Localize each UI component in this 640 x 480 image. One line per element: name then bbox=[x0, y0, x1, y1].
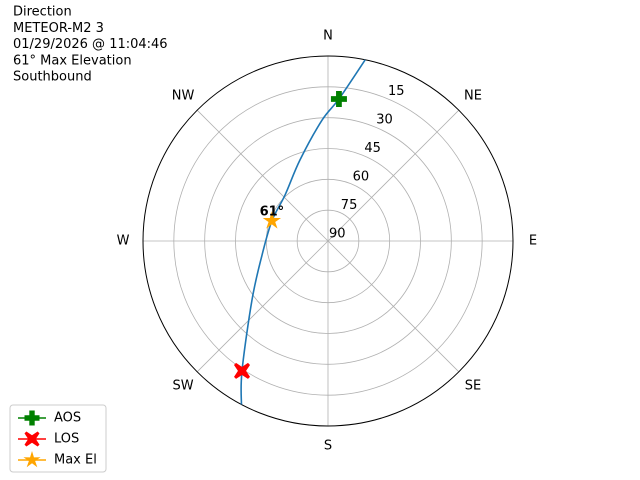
marker-los bbox=[234, 362, 251, 379]
annotation: 61° bbox=[260, 204, 285, 219]
r-tick-label: 75 bbox=[341, 198, 358, 213]
plot-area: 61° bbox=[234, 59, 366, 405]
title-line: Direction bbox=[13, 5, 72, 20]
theta-tick-label: NE bbox=[464, 89, 482, 104]
r-tick-label: 90 bbox=[329, 227, 346, 242]
title-line: 01/29/2026 @ 11:04:46 bbox=[13, 37, 168, 52]
legend-marker bbox=[23, 451, 41, 468]
legend-marker bbox=[24, 410, 40, 426]
theta-tick-label: SW bbox=[172, 378, 193, 393]
r-tick-label: 60 bbox=[353, 170, 370, 185]
theta-tick-label: E bbox=[529, 234, 537, 249]
marker-max-el bbox=[262, 211, 282, 229]
legend-marker bbox=[24, 431, 40, 447]
grid-spoke bbox=[327, 109, 460, 242]
outer-circle bbox=[142, 55, 514, 427]
title-line: Southbound bbox=[13, 70, 92, 85]
theta-tick-label: N bbox=[323, 29, 333, 44]
theta-tick-label: SE bbox=[465, 378, 481, 393]
r-tick-label: 45 bbox=[364, 141, 381, 156]
r-tick-label: 30 bbox=[376, 113, 393, 128]
theta-tick-label: S bbox=[324, 439, 332, 454]
grid-spoke bbox=[196, 109, 329, 242]
title-line: 61° Max Elevation bbox=[13, 53, 132, 68]
marker-aos bbox=[330, 90, 347, 107]
legend-label: Max El bbox=[54, 453, 97, 468]
r-tick-label: 15 bbox=[388, 84, 405, 99]
theta-tick-label: W bbox=[117, 234, 130, 249]
grid-spoke bbox=[196, 240, 329, 373]
legend-label: AOS bbox=[54, 411, 81, 426]
grid-spoke bbox=[327, 240, 460, 373]
theta-tick-label: NW bbox=[172, 89, 195, 104]
grid: N NE E SE S SW W NW 15 30 45 60 75 90 bbox=[117, 29, 538, 454]
title-line: METEOR-M2 3 bbox=[13, 21, 104, 36]
legend: AOS LOS Max El bbox=[9, 404, 107, 473]
legend-label: LOS bbox=[54, 432, 79, 447]
track-line bbox=[240, 59, 366, 405]
